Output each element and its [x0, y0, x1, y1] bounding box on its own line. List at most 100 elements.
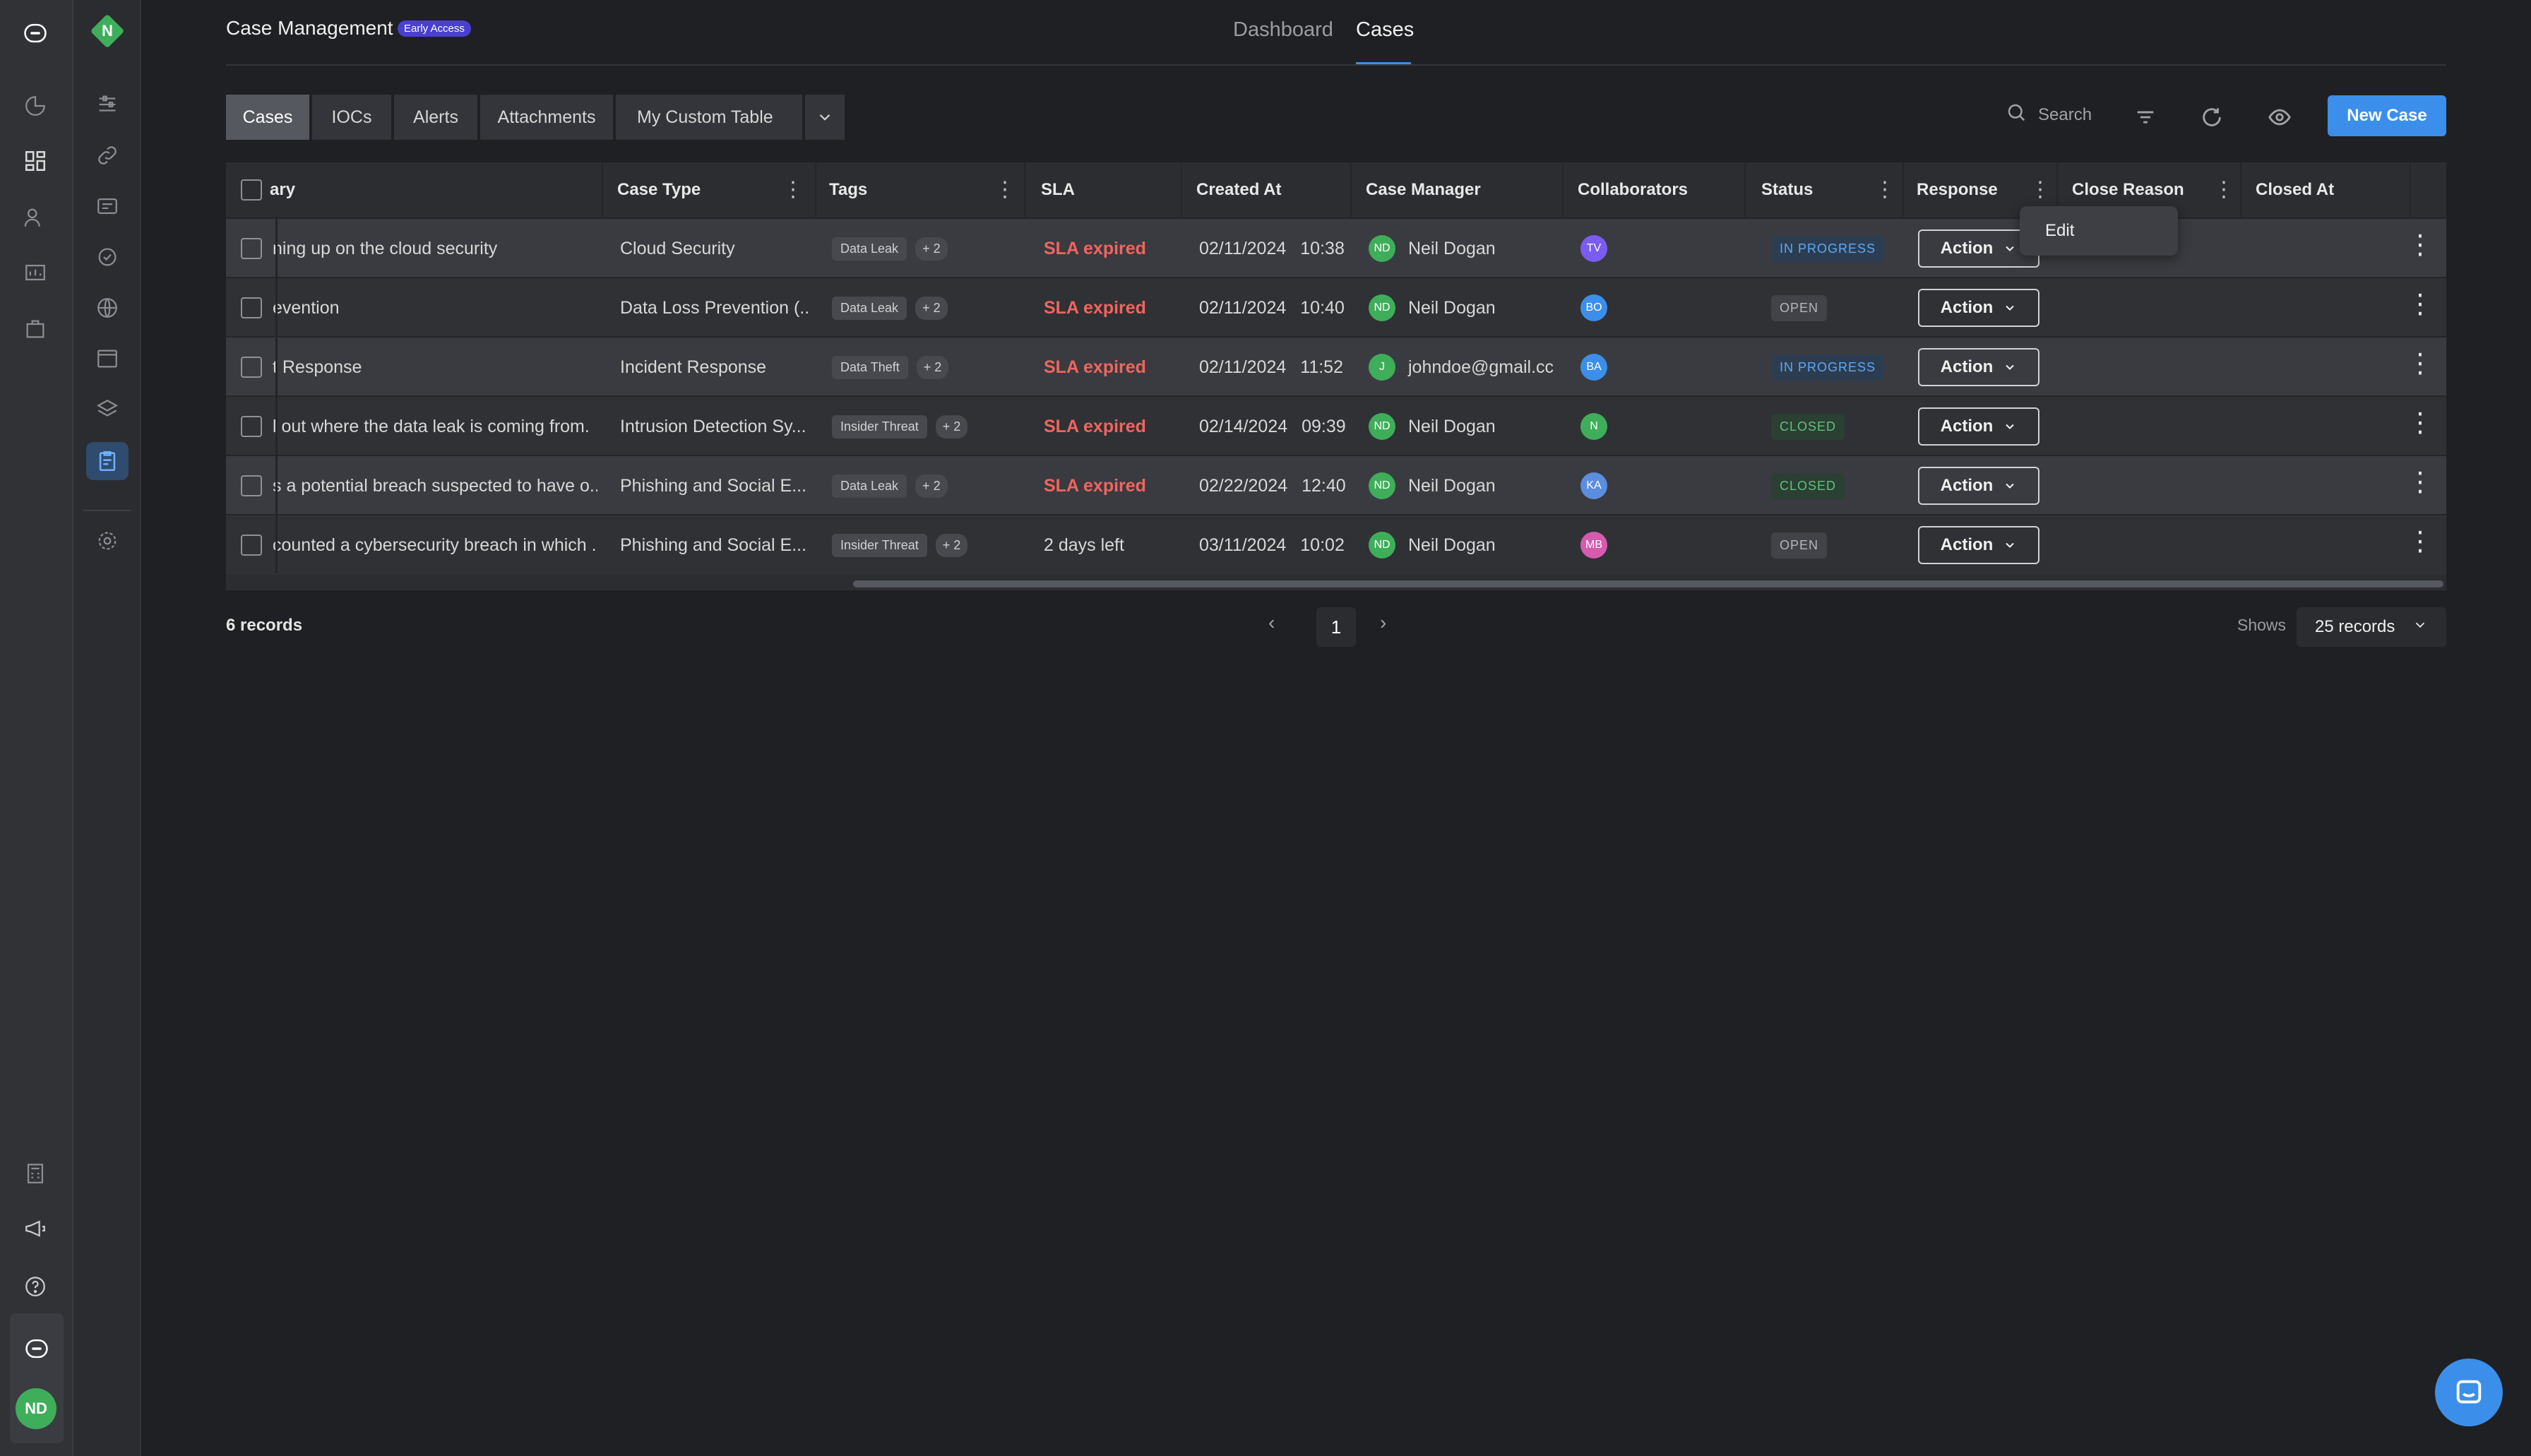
col-response-menu-icon[interactable]: ⋮: [2030, 178, 2051, 201]
row-checkbox[interactable]: [241, 357, 262, 378]
shield-check-icon[interactable]: [92, 241, 123, 273]
cell-summary[interactable]: s a potential breach suspected to have o…: [273, 475, 597, 496]
col-closed-at[interactable]: Closed At: [2256, 180, 2335, 199]
link-icon[interactable]: [92, 140, 123, 171]
row-more-icon[interactable]: ⋮: [2407, 230, 2434, 260]
col-close-reason-menu-icon[interactable]: ⋮: [2213, 178, 2234, 201]
row-checkbox[interactable]: [241, 535, 262, 556]
row-checkbox[interactable]: [241, 238, 262, 259]
collaborator-avatar[interactable]: BA: [1580, 354, 1607, 381]
cell-summary[interactable]: counted a cybersecurity breach in which …: [273, 535, 597, 555]
action-dropdown-button[interactable]: Action: [1918, 289, 2039, 327]
page-number[interactable]: 1: [1316, 607, 1356, 647]
search-box[interactable]: Search: [2006, 102, 2092, 128]
table-row[interactable]: counted a cybersecurity breach in which …: [226, 514, 2446, 575]
subtab-cases[interactable]: Cases: [226, 95, 309, 140]
bot-logo-icon[interactable]: [16, 1330, 58, 1367]
tag-chip[interactable]: Insider Threat: [832, 414, 927, 438]
tag-more-chip[interactable]: + 2: [915, 474, 948, 498]
tag-chip[interactable]: Data Theft: [832, 355, 908, 379]
next-page-chevron-icon[interactable]: ›: [1380, 611, 1387, 633]
tag-more-chip[interactable]: + 2: [915, 296, 948, 320]
scrollbar-thumb[interactable]: [853, 580, 2443, 587]
tag-more-chip[interactable]: + 2: [916, 355, 949, 379]
table-row[interactable]: evention Data Loss Prevention (... Data …: [226, 277, 2446, 338]
row-more-icon[interactable]: ⋮: [2407, 349, 2434, 378]
col-status-menu-icon[interactable]: ⋮: [1874, 178, 1895, 201]
new-case-button[interactable]: New Case: [2328, 95, 2446, 136]
collaborator-avatar[interactable]: TV: [1580, 235, 1607, 262]
chat-support-button[interactable]: [2435, 1359, 2503, 1426]
inbox-icon[interactable]: [92, 191, 123, 222]
row-checkbox[interactable]: [241, 475, 262, 496]
col-close-reason[interactable]: Close Reason: [2072, 180, 2184, 199]
row-more-icon[interactable]: ⋮: [2407, 290, 2434, 319]
cell-summary[interactable]: t Response: [273, 357, 362, 377]
action-dropdown-button[interactable]: Action: [1918, 407, 2039, 446]
col-tags-menu-icon[interactable]: ⋮: [994, 178, 1016, 201]
browser-window-icon[interactable]: [92, 343, 123, 374]
tag-chip[interactable]: Data Leak: [832, 296, 907, 320]
prev-page-chevron-icon[interactable]: ‹: [1268, 611, 1275, 633]
user-avatar[interactable]: ND: [16, 1388, 56, 1429]
action-dropdown-button[interactable]: Action: [1918, 526, 2039, 564]
row-more-icon[interactable]: ⋮: [2407, 467, 2434, 497]
col-response[interactable]: Response: [1917, 180, 1998, 199]
sliders-icon[interactable]: [92, 89, 123, 120]
tag-chip[interactable]: Data Leak: [832, 474, 907, 498]
tab-dashboard[interactable]: Dashboard: [1233, 18, 1333, 41]
row-checkbox[interactable]: [241, 297, 262, 318]
globe-icon[interactable]: [92, 292, 123, 323]
cell-summary[interactable]: l out where the data leak is coming from…: [273, 416, 590, 436]
cell-summary[interactable]: ning up on the cloud security: [273, 238, 498, 258]
help-icon[interactable]: [20, 1271, 51, 1302]
col-status[interactable]: Status: [1761, 180, 1814, 199]
action-dropdown-button[interactable]: Action: [1918, 467, 2039, 505]
megaphone-icon[interactable]: [20, 1213, 51, 1244]
col-created-at[interactable]: Created At: [1196, 180, 1282, 199]
col-tags[interactable]: Tags: [829, 180, 868, 199]
col-summary[interactable]: ary: [270, 180, 296, 199]
subtab-my-custom-table[interactable]: My Custom Table: [616, 95, 802, 140]
action-dropdown-button[interactable]: Action: [1918, 348, 2039, 386]
filter-icon[interactable]: [2130, 102, 2161, 133]
eye-icon[interactable]: [2264, 102, 2295, 133]
row-checkbox[interactable]: [241, 416, 262, 437]
table-row[interactable]: l out where the data leak is coming from…: [226, 395, 2446, 456]
subtab-attachments[interactable]: Attachments: [480, 95, 613, 140]
calculator-icon[interactable]: [20, 1158, 51, 1189]
col-case-type-menu-icon[interactable]: ⋮: [782, 178, 804, 201]
brand-logo-icon[interactable]: [16, 16, 55, 51]
workspace-avatar[interactable]: N: [90, 13, 125, 49]
reports-icon[interactable]: [20, 257, 51, 288]
row-more-icon[interactable]: ⋮: [2407, 408, 2434, 438]
tag-chip[interactable]: Insider Threat: [832, 533, 927, 557]
refresh-icon[interactable]: [2196, 102, 2227, 133]
settings-gear-icon[interactable]: [92, 525, 123, 556]
collaborator-avatar[interactable]: BO: [1580, 294, 1607, 321]
edit-menu-item[interactable]: Edit: [2045, 221, 2075, 240]
subtabs-more-chevron-icon[interactable]: [805, 95, 845, 140]
col-collaborators[interactable]: Collaborators: [1578, 180, 1689, 199]
row-more-icon[interactable]: ⋮: [2407, 527, 2434, 556]
table-row[interactable]: s a potential breach suspected to have o…: [226, 455, 2446, 515]
col-case-manager[interactable]: Case Manager: [1366, 180, 1481, 199]
analytics-pie-icon[interactable]: [20, 90, 51, 121]
table-row[interactable]: t Response Incident Response Data Theft …: [226, 336, 2446, 397]
tag-chip[interactable]: Data Leak: [832, 237, 907, 261]
tag-more-chip[interactable]: + 2: [935, 533, 968, 557]
cell-summary[interactable]: evention: [273, 297, 340, 318]
collaborator-avatar[interactable]: N: [1580, 413, 1607, 440]
select-all-checkbox[interactable]: [241, 179, 262, 201]
subtab-alerts[interactable]: Alerts: [394, 95, 477, 140]
collaborator-avatar[interactable]: MB: [1580, 532, 1607, 559]
subtab-iocs[interactable]: IOCs: [312, 95, 391, 140]
users-icon[interactable]: [20, 202, 51, 233]
collaborator-avatar[interactable]: KA: [1580, 472, 1607, 499]
tab-cases[interactable]: Cases: [1356, 18, 1415, 41]
tag-more-chip[interactable]: + 2: [935, 414, 968, 438]
case-management-icon[interactable]: [86, 442, 129, 480]
layers-icon[interactable]: [92, 394, 123, 425]
col-sla[interactable]: SLA: [1041, 180, 1075, 199]
per-page-select[interactable]: 25 records: [2297, 607, 2446, 647]
